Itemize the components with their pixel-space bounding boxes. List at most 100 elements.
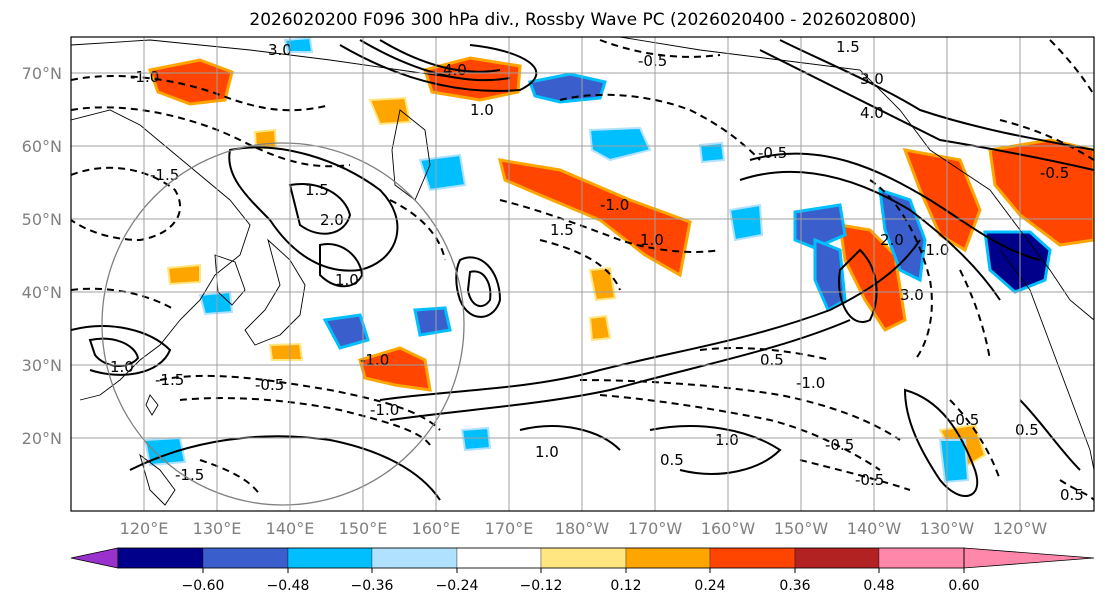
contour-line bbox=[129, 435, 441, 501]
coast-japan bbox=[244, 238, 306, 346]
contour-line bbox=[359, 39, 511, 82]
contour-line bbox=[379, 239, 921, 401]
shade-orange bbox=[166, 263, 201, 286]
lat-label: 50°N bbox=[22, 210, 62, 229]
map-area: 3.0 4.0 -0.5 1.5 3.0 4.0 1.0 -1.5 -1.0 -… bbox=[71, 37, 1094, 511]
colorbar-tick-label: 0.12 bbox=[610, 578, 641, 594]
contour-label: -1.5 bbox=[150, 166, 179, 184]
contour-label: 4.0 bbox=[860, 104, 884, 122]
contour-label: -1.0 bbox=[796, 374, 825, 392]
lon-label: 120°E bbox=[120, 519, 169, 538]
contour-line bbox=[999, 119, 1094, 161]
contour-label: 1.5 bbox=[305, 181, 329, 199]
map-title: 2026020200 F096 300 hPa div., Rossby Wav… bbox=[249, 10, 916, 30]
contour-label: -0.5 bbox=[758, 144, 787, 162]
colorbar-swatch bbox=[371, 547, 458, 569]
contour-label: 2.0 bbox=[880, 231, 904, 249]
contours-positive bbox=[71, 39, 1094, 501]
contour-line bbox=[869, 179, 933, 361]
shade-blue bbox=[283, 37, 314, 53]
colorbar-extend-high bbox=[963, 547, 1095, 569]
lon-label: 170°W bbox=[628, 519, 683, 538]
contour-label: -0.5 bbox=[255, 376, 284, 394]
contour-label: 2.0 bbox=[320, 211, 344, 229]
contour-label: 1.0 bbox=[640, 231, 664, 249]
contour-label: -1.0 bbox=[360, 351, 389, 369]
shade-orange bbox=[902, 148, 982, 253]
contour-line bbox=[579, 379, 901, 441]
shade-blue bbox=[198, 290, 234, 316]
contour-label: -0.5 bbox=[1040, 164, 1069, 182]
colorbar-swatch bbox=[117, 547, 204, 569]
lat-label: 60°N bbox=[22, 137, 62, 156]
contour-label: 3.0 bbox=[860, 70, 884, 88]
contour-line bbox=[71, 325, 172, 376]
coast-eastasia bbox=[71, 109, 251, 401]
colorbar-swatch bbox=[625, 547, 711, 569]
contour-line bbox=[599, 394, 881, 471]
shade-blue bbox=[793, 203, 847, 250]
contour-line bbox=[88, 337, 140, 367]
map-frame bbox=[70, 36, 1095, 512]
shade-orange bbox=[368, 96, 412, 126]
colorbar-swatch bbox=[202, 547, 289, 569]
contour-label: 0.5 bbox=[1015, 421, 1039, 439]
shaded-positive-areas bbox=[147, 56, 1094, 472]
shade-orange bbox=[588, 314, 612, 342]
contour-line bbox=[649, 425, 782, 475]
colorbar-tick-label: −0.36 bbox=[351, 578, 394, 594]
contour-line bbox=[466, 270, 492, 308]
contour-line bbox=[759, 49, 1094, 171]
lon-label: 150°E bbox=[339, 519, 388, 538]
colorbar-tick-label: −0.60 bbox=[182, 578, 225, 594]
contour-label: 1.5 bbox=[836, 38, 860, 56]
contour-line bbox=[389, 319, 851, 421]
colorbar-swatch bbox=[709, 547, 796, 569]
contour-line bbox=[159, 374, 441, 431]
lon-label: 160°E bbox=[412, 519, 461, 538]
contour-line bbox=[949, 399, 1001, 481]
contour-label: 1.0 bbox=[110, 358, 134, 376]
coast-alaska bbox=[619, 37, 1094, 321]
shade-blue bbox=[728, 203, 764, 242]
contour-label: 1.0 bbox=[335, 271, 359, 289]
contour-labels: 3.0 4.0 -0.5 1.5 3.0 4.0 1.0 -1.5 -1.0 -… bbox=[110, 38, 1084, 504]
contour-line bbox=[71, 166, 181, 242]
coast-taiwan bbox=[145, 394, 159, 416]
shade-blue bbox=[460, 426, 492, 452]
contour-line bbox=[1059, 479, 1094, 501]
colorbar: −0.60 −0.48 −0.36 −0.24 −0.12 0.12 0.24 … bbox=[70, 547, 1095, 594]
contour-label: -0.5 bbox=[855, 471, 884, 489]
contour-label: -1.5 bbox=[155, 371, 184, 389]
colorbar-swatch bbox=[878, 547, 965, 569]
contour-label: -1.0 bbox=[130, 68, 159, 86]
contour-line bbox=[228, 146, 399, 272]
contour-label: -1.0 bbox=[370, 401, 399, 419]
lat-label: 40°N bbox=[22, 283, 62, 302]
contour-line bbox=[1049, 39, 1094, 96]
coast-philippines bbox=[139, 453, 176, 506]
longitude-axis: 120°E 130°E 140°E 150°E 160°E 170°E 180°… bbox=[120, 519, 1048, 538]
contour-line bbox=[903, 388, 979, 497]
contour-label: 0.5 bbox=[1060, 486, 1084, 504]
contour-line bbox=[288, 183, 352, 235]
contours-negative bbox=[71, 39, 1094, 501]
colorbar-tick-label: −0.12 bbox=[520, 578, 563, 594]
contour-line bbox=[319, 243, 364, 288]
contour-line bbox=[499, 199, 721, 253]
contour-line bbox=[339, 44, 538, 92]
contour-label: -0.5 bbox=[950, 411, 979, 429]
contour-line bbox=[1019, 399, 1081, 471]
contour-line bbox=[739, 170, 1001, 301]
shade-blue bbox=[413, 306, 452, 337]
shaded-negative-areas bbox=[143, 37, 1052, 484]
contour-line bbox=[699, 347, 831, 361]
colorbar-tick-label: 0.60 bbox=[948, 578, 979, 594]
contour-label: -1.0 bbox=[600, 196, 629, 214]
colorbar-swatch bbox=[287, 547, 373, 569]
lon-label: 160°W bbox=[701, 519, 756, 538]
colorbar-swatch bbox=[794, 547, 880, 569]
lon-label: 140°W bbox=[847, 519, 902, 538]
lon-label: 130°E bbox=[193, 519, 242, 538]
contour-label: 3.0 bbox=[268, 41, 292, 59]
